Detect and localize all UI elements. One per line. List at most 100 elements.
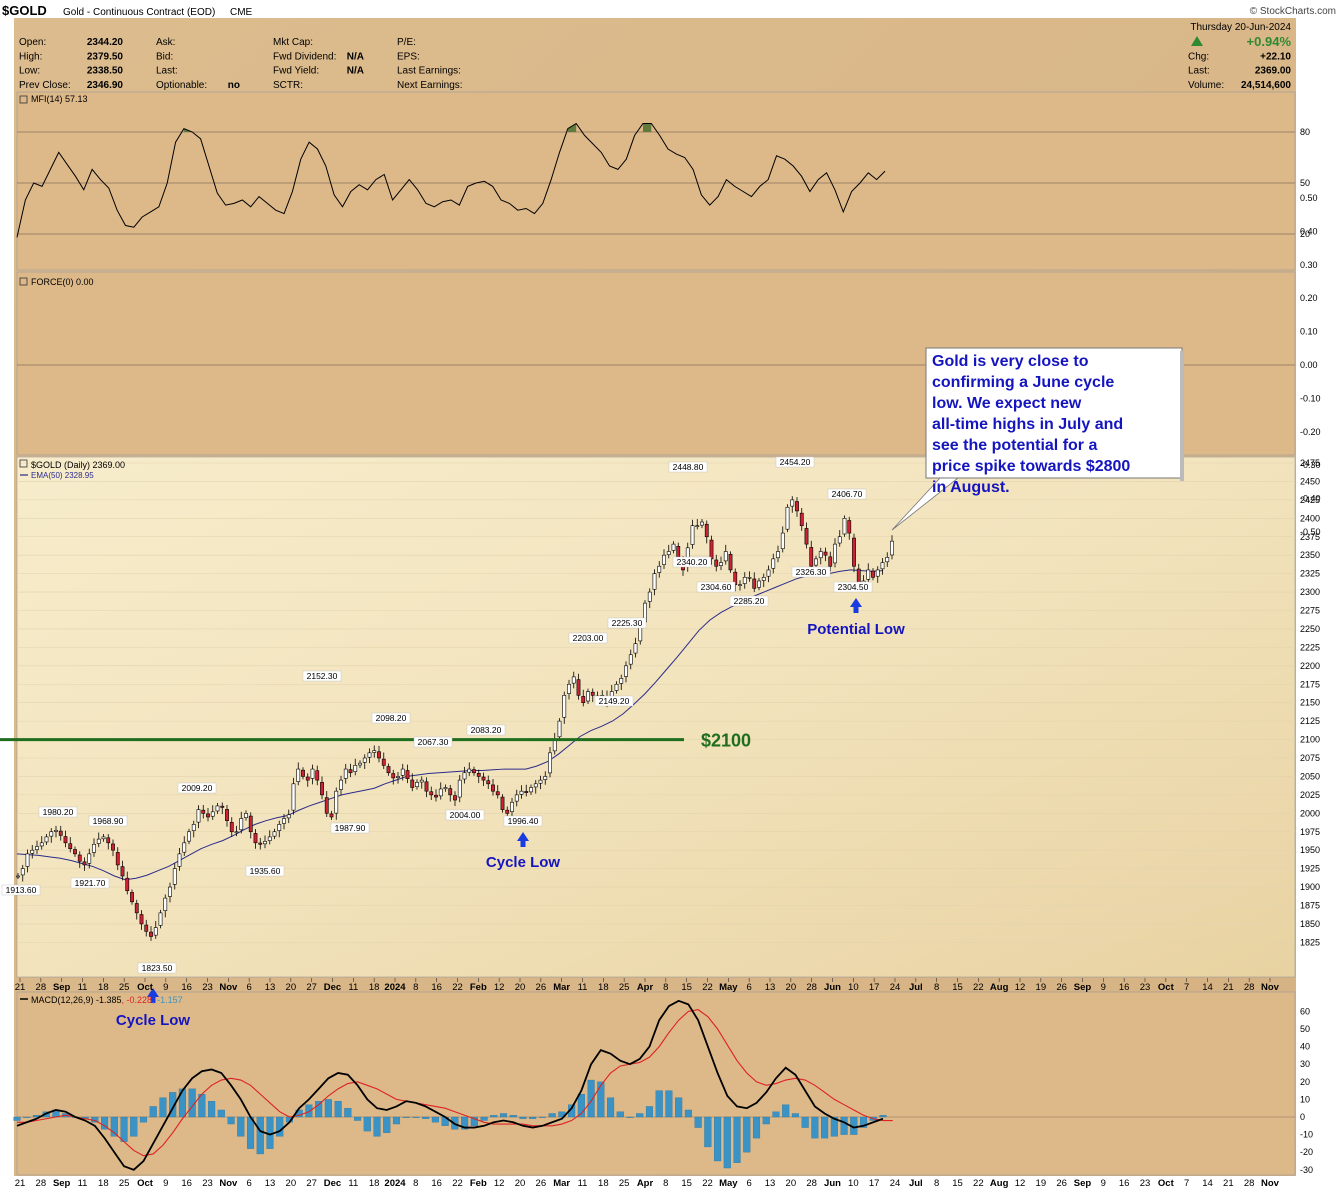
x-tick-label-lower: 23 — [202, 1178, 213, 1189]
x-tick-label-lower: 8 — [934, 1178, 939, 1189]
candle-body — [647, 591, 652, 602]
force-tick-label: -0.20 — [1300, 427, 1321, 437]
price-tick-label: 2025 — [1300, 790, 1320, 800]
candle-body — [524, 791, 529, 793]
macd-tick-label: 40 — [1300, 1042, 1310, 1052]
macd-histogram-bar — [499, 1113, 508, 1118]
price-value-label-box — [833, 581, 873, 593]
candle-body — [73, 849, 77, 855]
mfi-overbought-fill — [642, 123, 652, 132]
candle-body — [476, 773, 481, 777]
macd-histogram-bar — [704, 1116, 712, 1148]
x-tick-label-lower: 18 — [598, 1178, 609, 1189]
candle-body — [467, 768, 472, 773]
macd-histogram-bar — [830, 1116, 838, 1137]
cycle-callout: Cycle Low — [116, 1012, 191, 1029]
candle-body — [738, 584, 742, 586]
candle-body — [799, 512, 804, 526]
x-tick-label-upper: 9 — [1101, 982, 1106, 993]
stat-label: Low: — [19, 66, 40, 77]
macd-histogram-bar — [811, 1116, 819, 1139]
mfi-tick-label: 20 — [1300, 229, 1310, 239]
candle-body — [419, 779, 424, 783]
candle-body — [571, 676, 576, 684]
candle-body — [424, 781, 429, 792]
candle-body — [177, 853, 182, 867]
x-tick-label-lower: 18 — [98, 1178, 109, 1189]
macd-panel — [16, 991, 1296, 1176]
x-tick-label-lower: Sep — [1074, 1178, 1092, 1189]
x-tick-label-upper: 28 — [1244, 982, 1255, 993]
price-tick-label: 1925 — [1300, 864, 1320, 874]
x-tick-label-upper: 11 — [78, 982, 88, 993]
x-tick-label-upper: 19 — [1036, 982, 1047, 993]
macd-histogram-bar — [178, 1088, 186, 1118]
macd-line — [16, 999, 884, 1171]
x-tick-label-upper: Sep — [53, 982, 71, 993]
x-tick-label-upper: 8 — [934, 982, 939, 993]
price-tick-label: 2175 — [1300, 679, 1320, 689]
price-tick-label: 1950 — [1300, 845, 1320, 855]
stat-label: SCTR: — [273, 80, 303, 91]
candle-body — [410, 779, 415, 788]
price-value-label-box — [413, 736, 453, 748]
price-tick-label: 1850 — [1300, 919, 1320, 929]
price-value-label: 2152.30 — [307, 671, 338, 681]
macd-histogram-bar — [480, 1116, 488, 1121]
macd-histogram-bar — [636, 1113, 644, 1118]
mfi-tick-label: 50 — [1300, 178, 1310, 188]
mfi-legend-swatch — [19, 95, 28, 104]
candle-body — [586, 691, 590, 702]
price-value-label: 2149.20 — [599, 696, 630, 706]
x-tick-label-lower: Nov — [1261, 1178, 1280, 1189]
x-tick-label-lower: 26 — [1056, 1178, 1067, 1189]
candle-body — [101, 836, 106, 840]
force-tick-label: 0.50 — [1300, 193, 1318, 203]
annotation-text: Gold is very close to confirming a June c… — [932, 353, 1130, 496]
macd-histogram-bar — [130, 1116, 138, 1137]
price-value-label-box — [827, 488, 867, 500]
force-tick-label: 0.30 — [1300, 260, 1318, 270]
candle-body — [339, 779, 343, 790]
candle-body — [315, 770, 320, 781]
x-tick-label-lower: 12 — [494, 1178, 505, 1189]
macd-histogram-bar — [655, 1090, 663, 1118]
quote-stats: Open: 2344.20 High: 2379.50 Low: 2338.50 Prev … — [19, 34, 1291, 91]
x-tick-label-lower: Jul — [909, 1178, 923, 1189]
price-tick-label: 2350 — [1300, 550, 1320, 560]
candle-body — [804, 528, 809, 545]
stat-label: Mkt Cap: — [273, 37, 313, 48]
candle-body — [210, 811, 215, 817]
macd-histogram-bar — [587, 1079, 595, 1118]
candle-body — [96, 838, 101, 844]
candle-body — [201, 809, 206, 814]
candle-body — [457, 779, 462, 798]
x-tick-label-lower: 28 — [1244, 1178, 1255, 1189]
price-value-label: 2285.20 — [734, 596, 765, 606]
x-tick-label-lower: 22 — [452, 1178, 463, 1189]
macd-histogram-bar — [227, 1116, 235, 1125]
candle-body — [367, 752, 372, 758]
price-tick-label: 2200 — [1300, 661, 1320, 671]
x-tick-label-upper: 21 — [15, 982, 26, 993]
stat-label: Chg: — [1188, 51, 1209, 62]
candle-body — [628, 654, 633, 665]
candle-body — [766, 569, 771, 577]
cycle-callout: Cycle Low — [486, 854, 561, 871]
x-tick-label-upper: Dec — [324, 982, 341, 993]
macd-histogram-bar — [772, 1111, 780, 1118]
macd-histogram-bar — [431, 1116, 439, 1123]
price-value-label-box — [594, 695, 634, 707]
price-tick-label: 1875 — [1300, 901, 1320, 911]
macd-histogram-bar — [315, 1101, 323, 1118]
macd-histogram-bar — [344, 1108, 352, 1118]
candle-body — [429, 791, 434, 796]
x-tick-label-upper: Mar — [553, 982, 570, 993]
force-tick-label: -0.40 — [1300, 494, 1321, 504]
candle-body — [263, 841, 267, 845]
x-tick-label-upper: 13 — [765, 982, 776, 993]
x-tick-label-upper: 6 — [747, 982, 752, 993]
candle-body — [486, 780, 491, 785]
annotation-line: in August. — [932, 479, 1010, 496]
candle-body — [30, 849, 35, 854]
